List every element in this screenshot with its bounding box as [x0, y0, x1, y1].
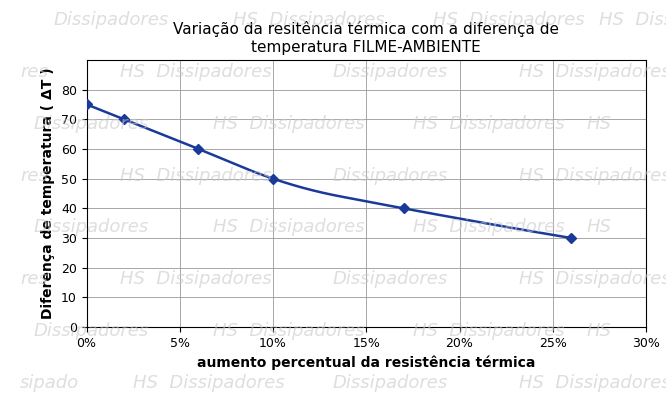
Text: Dissipadores: Dissipadores: [53, 11, 168, 29]
Text: res: res: [20, 270, 48, 288]
Text: HS  Dissipa: HS Dissipa: [599, 11, 666, 29]
Text: HS  Dissipadores: HS Dissipadores: [433, 11, 585, 29]
Text: HS: HS: [586, 218, 611, 237]
Text: HS  Dissipadores: HS Dissipadores: [413, 115, 565, 133]
Text: Dissipadores: Dissipadores: [333, 270, 448, 288]
Text: res: res: [20, 63, 48, 81]
Text: Dissipadores: Dissipadores: [333, 374, 448, 392]
Text: HS  Dissipadores: HS Dissipadores: [519, 270, 666, 288]
Text: HS  Dissipadores: HS Dissipadores: [120, 166, 272, 185]
Text: Dissipadores: Dissipadores: [333, 166, 448, 185]
Text: HS  Dissipadores: HS Dissipadores: [413, 218, 565, 237]
Text: HS  Dissipadores: HS Dissipadores: [213, 322, 365, 340]
Text: HS: HS: [586, 115, 611, 133]
Text: Dissipadores: Dissipadores: [333, 63, 448, 81]
Text: HS: HS: [586, 322, 611, 340]
Y-axis label: Diferença de temperatura ( ΔT ): Diferença de temperatura ( ΔT ): [41, 68, 55, 319]
Text: sipado: sipado: [20, 374, 79, 392]
Text: HS  Dissipadores: HS Dissipadores: [233, 11, 385, 29]
Text: HS  Dissipadores: HS Dissipadores: [120, 270, 272, 288]
Text: HS  Dissipadores: HS Dissipadores: [120, 63, 272, 81]
Text: HS  Dissipadores: HS Dissipadores: [213, 115, 365, 133]
Text: HS  Dissipadores: HS Dissipadores: [519, 374, 666, 392]
Text: HS  Dissipadores: HS Dissipadores: [133, 374, 285, 392]
Text: HS  Dissipadores: HS Dissipadores: [519, 63, 666, 81]
Text: Dissipadores: Dissipadores: [33, 218, 149, 237]
Text: HS  Dissipadores: HS Dissipadores: [519, 166, 666, 185]
Text: Dissipadores: Dissipadores: [33, 115, 149, 133]
Text: HS  Dissipadores: HS Dissipadores: [413, 322, 565, 340]
Text: Dissipadores: Dissipadores: [33, 322, 149, 340]
Text: res: res: [20, 166, 48, 185]
Text: HS  Dissipadores: HS Dissipadores: [213, 218, 365, 237]
Title: Variação da resitência térmica com a diferença de
temperatura FILME-AMBIENTE: Variação da resitência térmica com a dif…: [173, 21, 559, 55]
X-axis label: aumento percentual da resistência térmica: aumento percentual da resistência térmic…: [197, 356, 535, 370]
